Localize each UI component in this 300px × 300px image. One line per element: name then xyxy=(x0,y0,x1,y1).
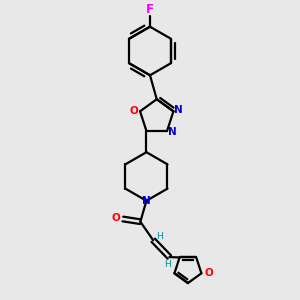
Text: N: N xyxy=(142,196,151,206)
Text: N: N xyxy=(175,105,183,115)
Text: N: N xyxy=(168,127,177,137)
Text: F: F xyxy=(146,3,154,16)
Text: H: H xyxy=(157,232,163,242)
Text: O: O xyxy=(112,213,121,223)
Text: O: O xyxy=(130,106,138,116)
Text: H: H xyxy=(164,260,171,269)
Text: O: O xyxy=(204,268,213,278)
